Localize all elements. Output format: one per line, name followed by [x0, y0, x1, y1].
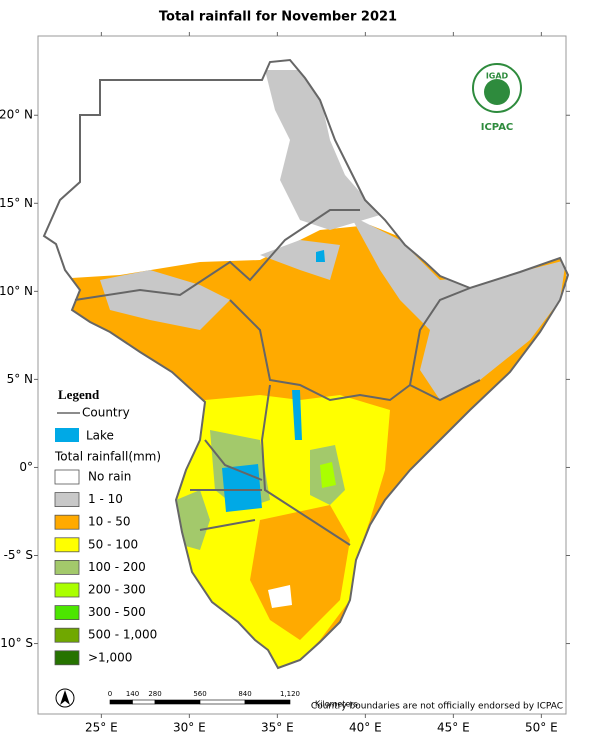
note: Country boundaries are not officially en… [311, 702, 563, 712]
legend-label: 10 - 50 [88, 515, 131, 529]
legend-label: No rain [88, 470, 131, 484]
legend-label: 300 - 500 [88, 605, 146, 619]
legend: Legend Country Lake Total rainfall(mm) N… [54, 387, 161, 666]
logo: IGAD ICPAC [472, 63, 522, 133]
legend-swatch [54, 605, 80, 620]
scale-tick-label: 280 [148, 690, 161, 698]
legend-label: 500 - 1,000 [88, 628, 157, 642]
scale-tick-label: 1,120 [280, 690, 300, 698]
legend-swatch [54, 582, 80, 598]
lon-tick-label: 50° E [525, 721, 558, 735]
scale-tick-label: 0 [108, 690, 112, 698]
legend-label: 100 - 200 [88, 560, 146, 574]
lat-tick-label: 20° N [0, 108, 33, 122]
legend-title: Legend [58, 387, 100, 402]
legend-label: >1,000 [88, 650, 132, 664]
logo-bottom: ICPAC [481, 122, 514, 133]
legend-swatch [54, 650, 80, 666]
legend-label: 1 - 10 [88, 492, 123, 506]
scale-segment [132, 699, 156, 705]
lon-tick-label: 30° E [173, 721, 206, 735]
country-label: Country [82, 406, 130, 420]
legend-swatch [54, 560, 80, 575]
scale-tick-label: 840 [238, 690, 251, 698]
legend-swatch [54, 514, 80, 530]
rainfall-title: Total rainfall(mm) [54, 450, 161, 464]
lake-label: Lake [86, 429, 114, 443]
legend-label: 50 - 100 [88, 537, 138, 551]
lon-tick-label: 35° E [261, 721, 294, 735]
graticule-ticks: 25° E 30° E 35° E 40° E 45° E 50° E 20° N 15° N… [0, 32, 570, 735]
legend-swatch [54, 537, 80, 553]
north-arrow-ring [55, 688, 75, 708]
map-title: Total rainfall for November 2021 [159, 10, 397, 25]
legend-swatch [54, 469, 80, 485]
logo-top: IGAD [486, 72, 509, 81]
scale-segment [199, 699, 246, 705]
lat-tick-label: -10° S [0, 636, 33, 650]
lat-tick-label: 15° N [0, 196, 33, 210]
lon-tick-label: 25° E [85, 721, 118, 735]
legend-swatch [54, 627, 80, 643]
lat-tick-label: 5° N [7, 372, 33, 386]
lon-tick-label: 40° E [349, 721, 382, 735]
lake-swatch [55, 428, 79, 442]
lat-tick-label: -5° S [4, 548, 33, 562]
scale-segment [154, 699, 201, 705]
scale-tick-label: 140 [126, 690, 139, 698]
scale-segment [244, 699, 291, 705]
north-arrow [60, 690, 70, 705]
lon-tick-label: 45° E [437, 721, 470, 735]
scale-tick-label: 560 [193, 690, 206, 698]
scale-bar: Kilometers 0 140 280 560 840 1,120 [108, 690, 358, 709]
legend-label: 200 - 300 [88, 583, 146, 597]
legend-swatch [54, 492, 80, 508]
scale-segment [109, 699, 133, 705]
scale-unit: Kilometers [315, 700, 358, 709]
lat-tick-label: 10° N [0, 284, 33, 298]
lat-tick-label: 0° [19, 460, 33, 474]
